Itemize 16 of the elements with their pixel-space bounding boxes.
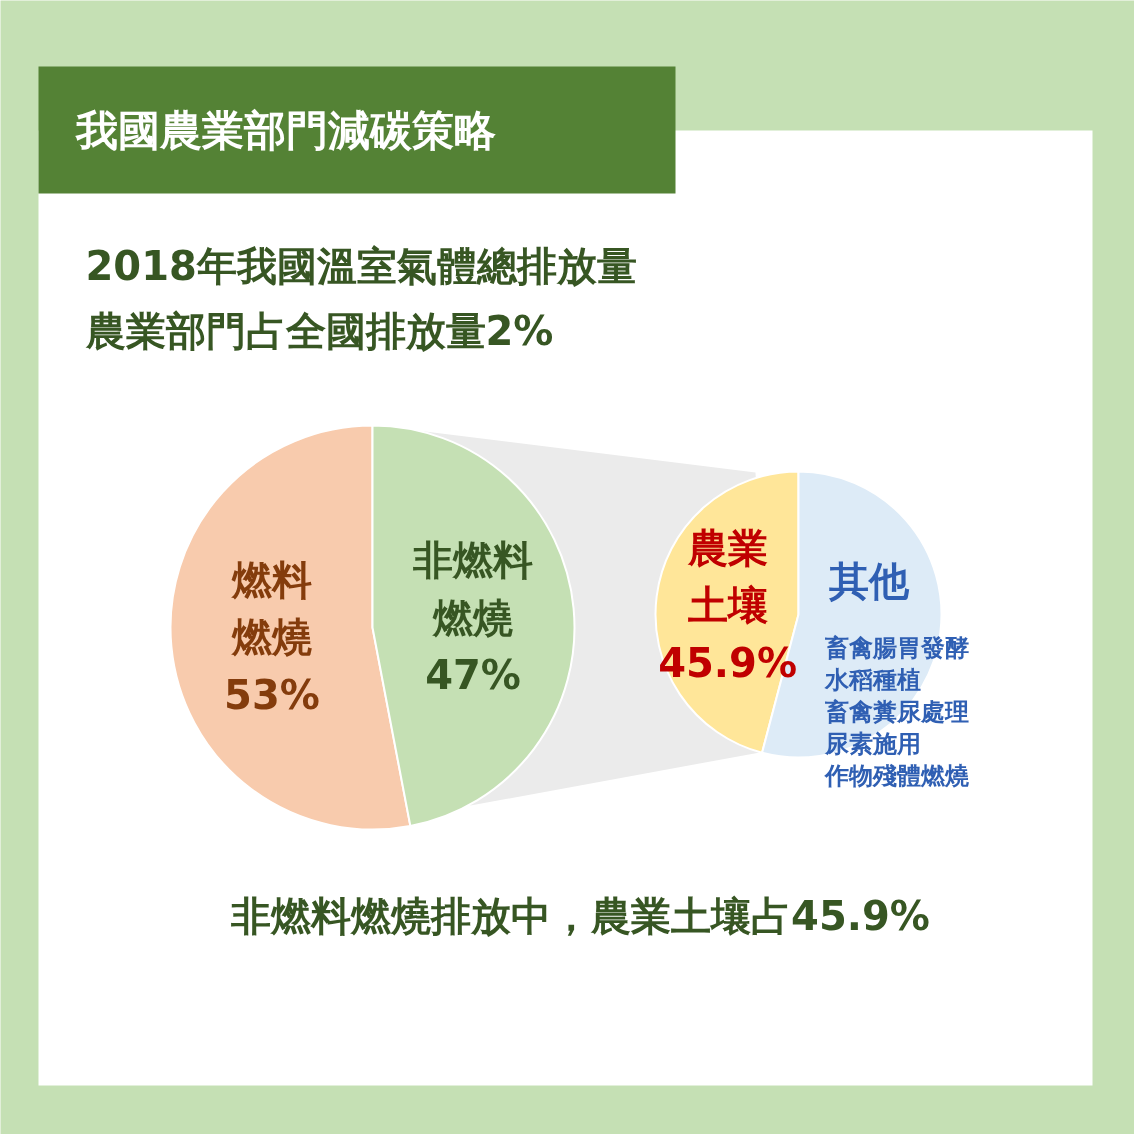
slice-label: 其他 <box>828 557 911 604</box>
data-label: 45.9% <box>658 639 797 686</box>
data-label: 53% <box>224 671 320 718</box>
text: 水稻種植 <box>824 665 922 694</box>
text: 畜禽腸胃發酵 <box>824 633 970 662</box>
text: 非燃料燃燒排放中，農業土壤占45.9% <box>230 892 930 939</box>
data-label: 47% <box>425 652 521 699</box>
slice-label: 農業土壤 <box>686 524 768 629</box>
chart-subtitle: 2018年我國溫室氣體總排放量 <box>85 242 637 289</box>
slice-label: 燃料燃燒 <box>230 556 312 660</box>
chart-title: 我國農業部門減碳策略 <box>74 106 496 155</box>
text: 畜禽糞尿處理 <box>824 697 970 726</box>
text: 農業部門占全國排放量2% <box>84 307 554 354</box>
text: 作物殘體燃燒 <box>824 761 970 790</box>
text: 尿素施用 <box>824 729 922 758</box>
slice-label: 非燃料燃燒 <box>412 537 534 641</box>
